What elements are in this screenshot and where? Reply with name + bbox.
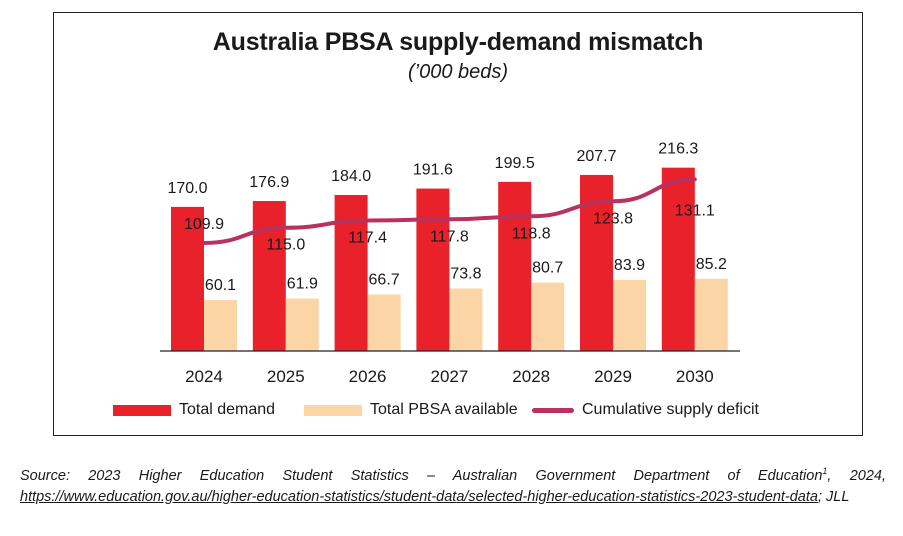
legend-item-demand: Total demand (113, 398, 275, 422)
demand-bar (334, 195, 368, 351)
available-bar (367, 294, 401, 351)
legend-swatch-deficit (532, 407, 574, 413)
x-tick-label: 2027 (430, 367, 468, 386)
available-value-label: 80.7 (532, 260, 563, 277)
demand-value-label: 199.5 (495, 155, 535, 172)
demand-value-label: 176.9 (249, 174, 289, 191)
x-tick-labels: 2024 2025 2026 2027 2028 2029 2030 (185, 367, 714, 386)
deficit-value-label: 117.4 (348, 230, 387, 247)
chart-plot: 2024 2025 2026 2027 2028 2029 2030 170.0 176.9 1… (160, 141, 740, 386)
x-tick-label: 2029 (594, 367, 632, 386)
available-value-label: 83.9 (614, 257, 645, 274)
legend-label-available: Total PBSA available (370, 401, 518, 418)
demand-bar (661, 167, 695, 351)
source-footnote: 1 (822, 466, 828, 476)
x-tick-label: 2030 (676, 367, 714, 386)
deficit-line (202, 177, 697, 245)
available-bars (204, 278, 728, 351)
demand-value-label: 184.0 (331, 168, 371, 185)
demand-value-label: 207.7 (576, 148, 616, 165)
available-bar (285, 298, 319, 351)
available-bar (204, 300, 237, 351)
source-link[interactable]: https://www.education.gov.au/higher-educ… (20, 488, 818, 505)
deficit-value-label: 118.8 (512, 225, 551, 242)
available-value-label: 85.2 (696, 256, 727, 273)
available-bar (531, 282, 565, 351)
x-tick-label: 2025 (267, 367, 305, 386)
demand-value-labels: 170.0 176.9 184.0 191.6 199.5 207.7 216.3 (167, 141, 698, 197)
chart-title: Australia PBSA supply-demand mismatch (212, 28, 704, 56)
available-bar (449, 288, 483, 351)
deficit-value-label: 115.0 (266, 237, 305, 254)
deficit-value-label: 123.8 (593, 210, 633, 227)
chart-subtitle: (’000 beds) (407, 61, 509, 83)
demand-value-label: 191.6 (413, 162, 453, 179)
source-year: , 2024, (827, 467, 886, 484)
demand-value-label: 216.3 (658, 141, 698, 158)
available-value-labels: 60.1 61.9 66.7 73.8 80.7 83.9 85.2 (205, 256, 727, 294)
chart-frame (53, 12, 863, 436)
legend-item-deficit: Cumulative supply deficit (532, 398, 759, 422)
legend-item-available: Total PBSA available (304, 398, 518, 422)
deficit-value-labels: 109.9 115.0 117.4 117.8 118.8 123.8 131.1 (184, 202, 715, 253)
legend-swatch-demand (113, 404, 171, 416)
demand-bar (252, 201, 286, 351)
legend-swatch-available (304, 404, 362, 416)
legend-label-deficit: Cumulative supply deficit (582, 401, 759, 418)
available-value-label: 66.7 (369, 271, 400, 288)
available-value-label: 73.8 (450, 265, 481, 282)
source-prefix: Source: 2023 Higher Education Student St… (20, 467, 823, 484)
demand-bar (416, 188, 450, 351)
deficit-value-label: 131.1 (675, 202, 715, 219)
x-tick-label: 2026 (349, 367, 387, 386)
deficit-value-label: 117.8 (430, 228, 469, 245)
x-tick-label: 2024 (185, 367, 223, 386)
demand-bar (171, 206, 204, 351)
demand-value-label: 170.0 (167, 180, 207, 197)
demand-bar (498, 181, 532, 351)
available-value-label: 60.1 (205, 277, 236, 294)
available-bar (613, 279, 646, 351)
source-suffix: ; JLL (817, 488, 850, 505)
deficit-value-label: 109.9 (184, 216, 224, 233)
legend-label-demand: Total demand (179, 401, 276, 418)
legend: Total demand Total PBSA available Cumula… (0, 398, 903, 422)
x-tick-label: 2028 (512, 367, 550, 386)
source-note: Source: 2023 Higher Education Student St… (20, 461, 886, 508)
available-value-label: 61.9 (287, 276, 318, 293)
available-bar (694, 278, 728, 351)
